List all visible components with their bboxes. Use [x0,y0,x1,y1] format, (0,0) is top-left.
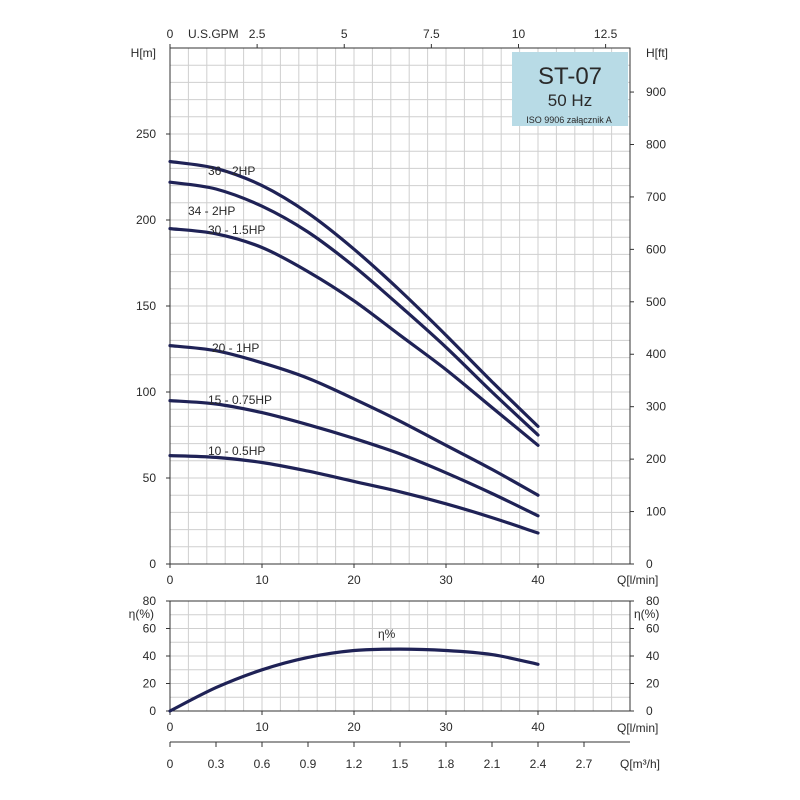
y-tick-label-left: 200 [136,213,156,227]
x-axis-top-label: U.S.GPM [188,27,239,41]
y-tick-label-right: 200 [646,452,666,466]
tick-labels: 0 10 20 30 400501001502002500100200300400500… [136,27,666,771]
chart-title: ST-07 [538,63,602,90]
eff-y-tick-label-left: 20 [143,677,157,691]
y-tick-label-right: 500 [646,295,666,309]
x-axis-label: Q[l/min] [617,573,658,587]
x-top-tick-label: 10 [512,27,526,41]
flow-m3h-tick-label: 0.3 [208,757,225,771]
head-grid [170,48,630,564]
pump-curve-line [168,159,540,428]
flow-m3h-tick-label: 0 [167,757,174,771]
flow-m3h-tick-label: 0.6 [254,757,271,771]
flow-m3h-tick-label: 1.5 [392,757,409,771]
x-tick-label: 30 [439,573,453,587]
pump-curve-label: 20 - 1HP [212,341,259,355]
eff-x-tick-label: 20 [347,720,361,734]
x-tick-label: 40 [531,573,545,587]
y-axis-label-right: H[ft] [646,46,668,60]
y-tick-label-left: 250 [136,127,156,141]
y-axis-label-left: H[m] [131,46,156,60]
flow-m3h-tick-label: 2.4 [530,757,547,771]
pump-curve-line [168,227,540,447]
flow-m3h-tick-label: 2.7 [576,757,593,771]
title-box: ST-07 50 Hz ISO 9906 załącznik A [512,52,628,126]
pump-curve-label: 30 - 1.5HP [208,223,265,237]
y-tick-label-right: 300 [646,400,666,414]
chart-subtitle: 50 Hz [548,91,592,110]
x-tick-label: 10 [255,573,269,587]
eff-y-tick-label-left: 40 [143,649,157,663]
eff-x-tick-label: 0 [167,720,174,734]
y-tick-label-left: 150 [136,299,156,313]
y-tick-label-right: 800 [646,137,666,151]
eff-y-tick-label-right: 0 [646,704,653,718]
flow-m3h-tick-label: 2.1 [484,757,501,771]
y-tick-label-left: 100 [136,385,156,399]
flow-m3h-tick-label: 0.9 [300,757,317,771]
pump-curve-label: 10 - 0.5HP [208,444,265,458]
eff-x-tick-label: 10 [255,720,269,734]
pump-curve-label: 15 - 0.75HP [208,393,272,407]
flow-m3h-axis-label: Q[m³/h] [620,757,660,771]
y-tick-label-left: 0 [149,557,156,571]
y-tick-label-right: 0 [646,557,653,571]
y-tick-label-right: 900 [646,85,666,99]
pump-curve-label: 36 - 2HP [208,164,255,178]
x-tick-label: 0 [167,573,174,587]
y-tick-label-right: 400 [646,347,666,361]
eff-y-tick-label-left: 0 [149,704,156,718]
eff-x-axis-label: Q[l/min] [617,721,658,735]
eff-y-tick-label-left: 80 [143,594,157,608]
pump-curve-line [168,454,540,535]
eff-x-tick-label: 30 [439,720,453,734]
x-top-tick-label: 0 [167,27,174,41]
flow-m3h-tick-label: 1.2 [346,757,363,771]
x-top-tick-label: 2.5 [249,27,266,41]
eff-y-axis-label-right: η(%) [634,607,659,621]
x-tick-label: 20 [347,573,361,587]
eff-y-tick-label-right: 20 [646,677,660,691]
pump-curve-line [168,344,540,497]
x-top-tick-label: 7.5 [423,27,440,41]
pump-curve-label: 34 - 2HP [188,204,235,218]
chart-note: ISO 9906 załącznik A [526,115,612,125]
efficiency-curve-label: η% [378,627,396,641]
pump-curve-line [168,399,540,518]
efficiency-grid [170,601,630,711]
efficiency-curves: η% [168,627,540,713]
eff-y-tick-label-left: 60 [143,622,157,636]
flow-m3h-tick-label: 1.8 [438,757,455,771]
x-top-tick-label: 12.5 [594,27,618,41]
x-top-tick-label: 5 [341,27,348,41]
eff-y-axis-label-left: η(%) [129,607,154,621]
y-tick-label-right: 100 [646,505,666,519]
y-tick-label-left: 50 [143,471,157,485]
pump-curve-line [168,180,540,437]
eff-y-tick-label-right: 40 [646,649,660,663]
eff-y-tick-label-right: 80 [646,594,660,608]
axis-labels: H[m] H[ft] Q[l/min] U.S.GPM η(%) η(%) Q[… [129,27,668,771]
efficiency-curve-line [168,647,540,713]
title-background [512,52,628,126]
eff-y-tick-label-right: 60 [646,622,660,636]
pump-curves: 36 - 2HP 34 - 2HP 30 - 1.5HP 20 - 1HP 15 - 0… [168,159,540,535]
eff-x-tick-label: 40 [531,720,545,734]
y-tick-label-right: 700 [646,190,666,204]
y-tick-label-right: 600 [646,242,666,256]
